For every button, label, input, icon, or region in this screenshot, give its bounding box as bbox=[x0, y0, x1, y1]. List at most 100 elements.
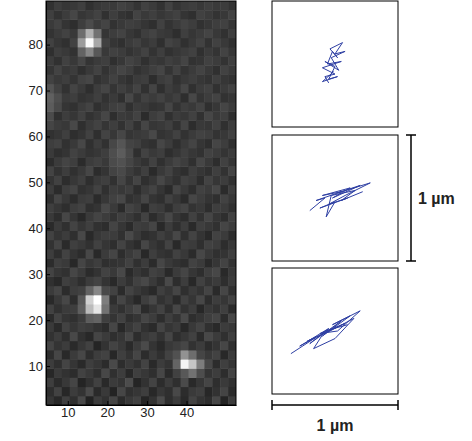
cell bbox=[141, 267, 149, 277]
cell bbox=[220, 194, 228, 204]
cell bbox=[196, 258, 204, 268]
cell bbox=[212, 240, 220, 250]
cell bbox=[117, 295, 125, 305]
cell bbox=[149, 166, 157, 176]
cell bbox=[62, 166, 70, 176]
cell bbox=[149, 10, 157, 20]
cell bbox=[78, 111, 86, 121]
cell bbox=[149, 212, 157, 222]
cell bbox=[109, 249, 117, 259]
cell bbox=[228, 19, 236, 29]
cell bbox=[94, 29, 102, 39]
cell bbox=[133, 304, 141, 314]
cell bbox=[157, 286, 165, 296]
cell bbox=[46, 350, 54, 360]
cell bbox=[125, 1, 133, 11]
cell bbox=[101, 130, 109, 140]
cell bbox=[101, 377, 109, 387]
cell bbox=[62, 84, 70, 94]
cell bbox=[204, 175, 212, 185]
cell bbox=[220, 258, 228, 268]
cell bbox=[125, 139, 133, 149]
cell bbox=[54, 258, 62, 268]
cell bbox=[78, 313, 86, 323]
cell bbox=[196, 377, 204, 387]
cell bbox=[141, 166, 149, 176]
cell bbox=[228, 387, 236, 397]
cell bbox=[228, 139, 236, 149]
cell bbox=[196, 175, 204, 185]
cell bbox=[141, 74, 149, 84]
cell bbox=[94, 332, 102, 342]
cell bbox=[133, 56, 141, 66]
cell bbox=[196, 304, 204, 314]
cell bbox=[220, 120, 228, 130]
cell bbox=[46, 332, 54, 342]
cell bbox=[165, 231, 173, 241]
cell bbox=[165, 221, 173, 231]
cell bbox=[212, 332, 220, 342]
cell bbox=[133, 166, 141, 176]
cell bbox=[125, 148, 133, 158]
cell bbox=[117, 65, 125, 75]
cell bbox=[94, 286, 102, 296]
cell bbox=[149, 38, 157, 48]
cell bbox=[189, 93, 197, 103]
cell bbox=[196, 387, 204, 397]
cell bbox=[101, 157, 109, 167]
cell bbox=[165, 166, 173, 176]
cell bbox=[117, 194, 125, 204]
cell bbox=[125, 10, 133, 20]
cell bbox=[133, 240, 141, 250]
cell bbox=[109, 396, 117, 405]
cell bbox=[46, 341, 54, 351]
cell bbox=[157, 111, 165, 121]
cell bbox=[70, 240, 78, 250]
cell bbox=[141, 175, 149, 185]
cell bbox=[86, 84, 94, 94]
cell bbox=[54, 166, 62, 176]
cell bbox=[86, 157, 94, 167]
cell bbox=[78, 185, 86, 195]
cell bbox=[78, 1, 86, 11]
cell bbox=[220, 139, 228, 149]
figure: 1020304010203040506070801 µm1 µm bbox=[0, 0, 472, 441]
cell bbox=[196, 56, 204, 66]
cell bbox=[78, 377, 86, 387]
cell bbox=[86, 212, 94, 222]
cell bbox=[101, 185, 109, 195]
cell bbox=[165, 203, 173, 213]
cell bbox=[133, 249, 141, 259]
cell bbox=[101, 84, 109, 94]
cell bbox=[196, 130, 204, 140]
cell bbox=[94, 130, 102, 140]
cell bbox=[212, 47, 220, 57]
cell bbox=[62, 332, 70, 342]
cell bbox=[212, 377, 220, 387]
cell bbox=[212, 313, 220, 323]
cell bbox=[94, 74, 102, 84]
cell bbox=[133, 350, 141, 360]
cell bbox=[220, 93, 228, 103]
cell bbox=[46, 130, 54, 140]
cell bbox=[173, 157, 181, 167]
cell bbox=[149, 359, 157, 369]
cell bbox=[181, 139, 189, 149]
cell bbox=[101, 93, 109, 103]
scale-bar-label: 1 µm bbox=[418, 190, 455, 207]
cell bbox=[141, 111, 149, 121]
cell bbox=[189, 350, 197, 360]
cell bbox=[189, 74, 197, 84]
cell bbox=[212, 120, 220, 130]
cell bbox=[228, 93, 236, 103]
cell bbox=[196, 313, 204, 323]
cell bbox=[70, 304, 78, 314]
cell bbox=[109, 10, 117, 20]
cell bbox=[212, 368, 220, 378]
cell bbox=[189, 368, 197, 378]
cell bbox=[46, 1, 54, 11]
cell bbox=[70, 203, 78, 213]
cell bbox=[165, 322, 173, 332]
cell bbox=[125, 120, 133, 130]
cell bbox=[189, 231, 197, 241]
